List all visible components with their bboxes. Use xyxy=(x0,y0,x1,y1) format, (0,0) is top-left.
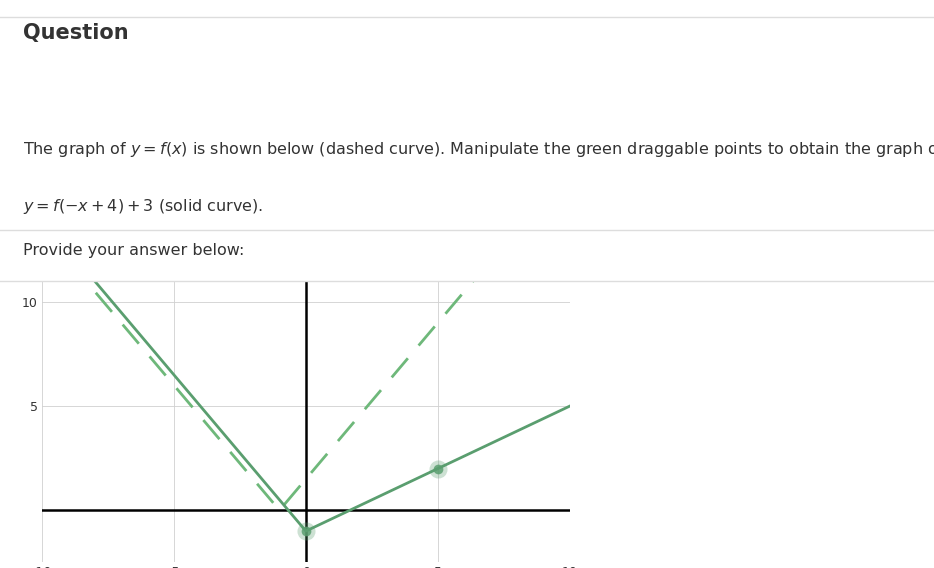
Text: Question: Question xyxy=(23,23,129,43)
Text: $y = f(-x + 4) + 3$ (solid curve).: $y = f(-x + 4) + 3$ (solid curve). xyxy=(23,197,263,215)
Text: Provide your answer below:: Provide your answer below: xyxy=(23,243,245,257)
Text: The graph of $y = f(x)$ is shown below (dashed curve). Manipulate the green drag: The graph of $y = f(x)$ is shown below (… xyxy=(23,140,934,159)
